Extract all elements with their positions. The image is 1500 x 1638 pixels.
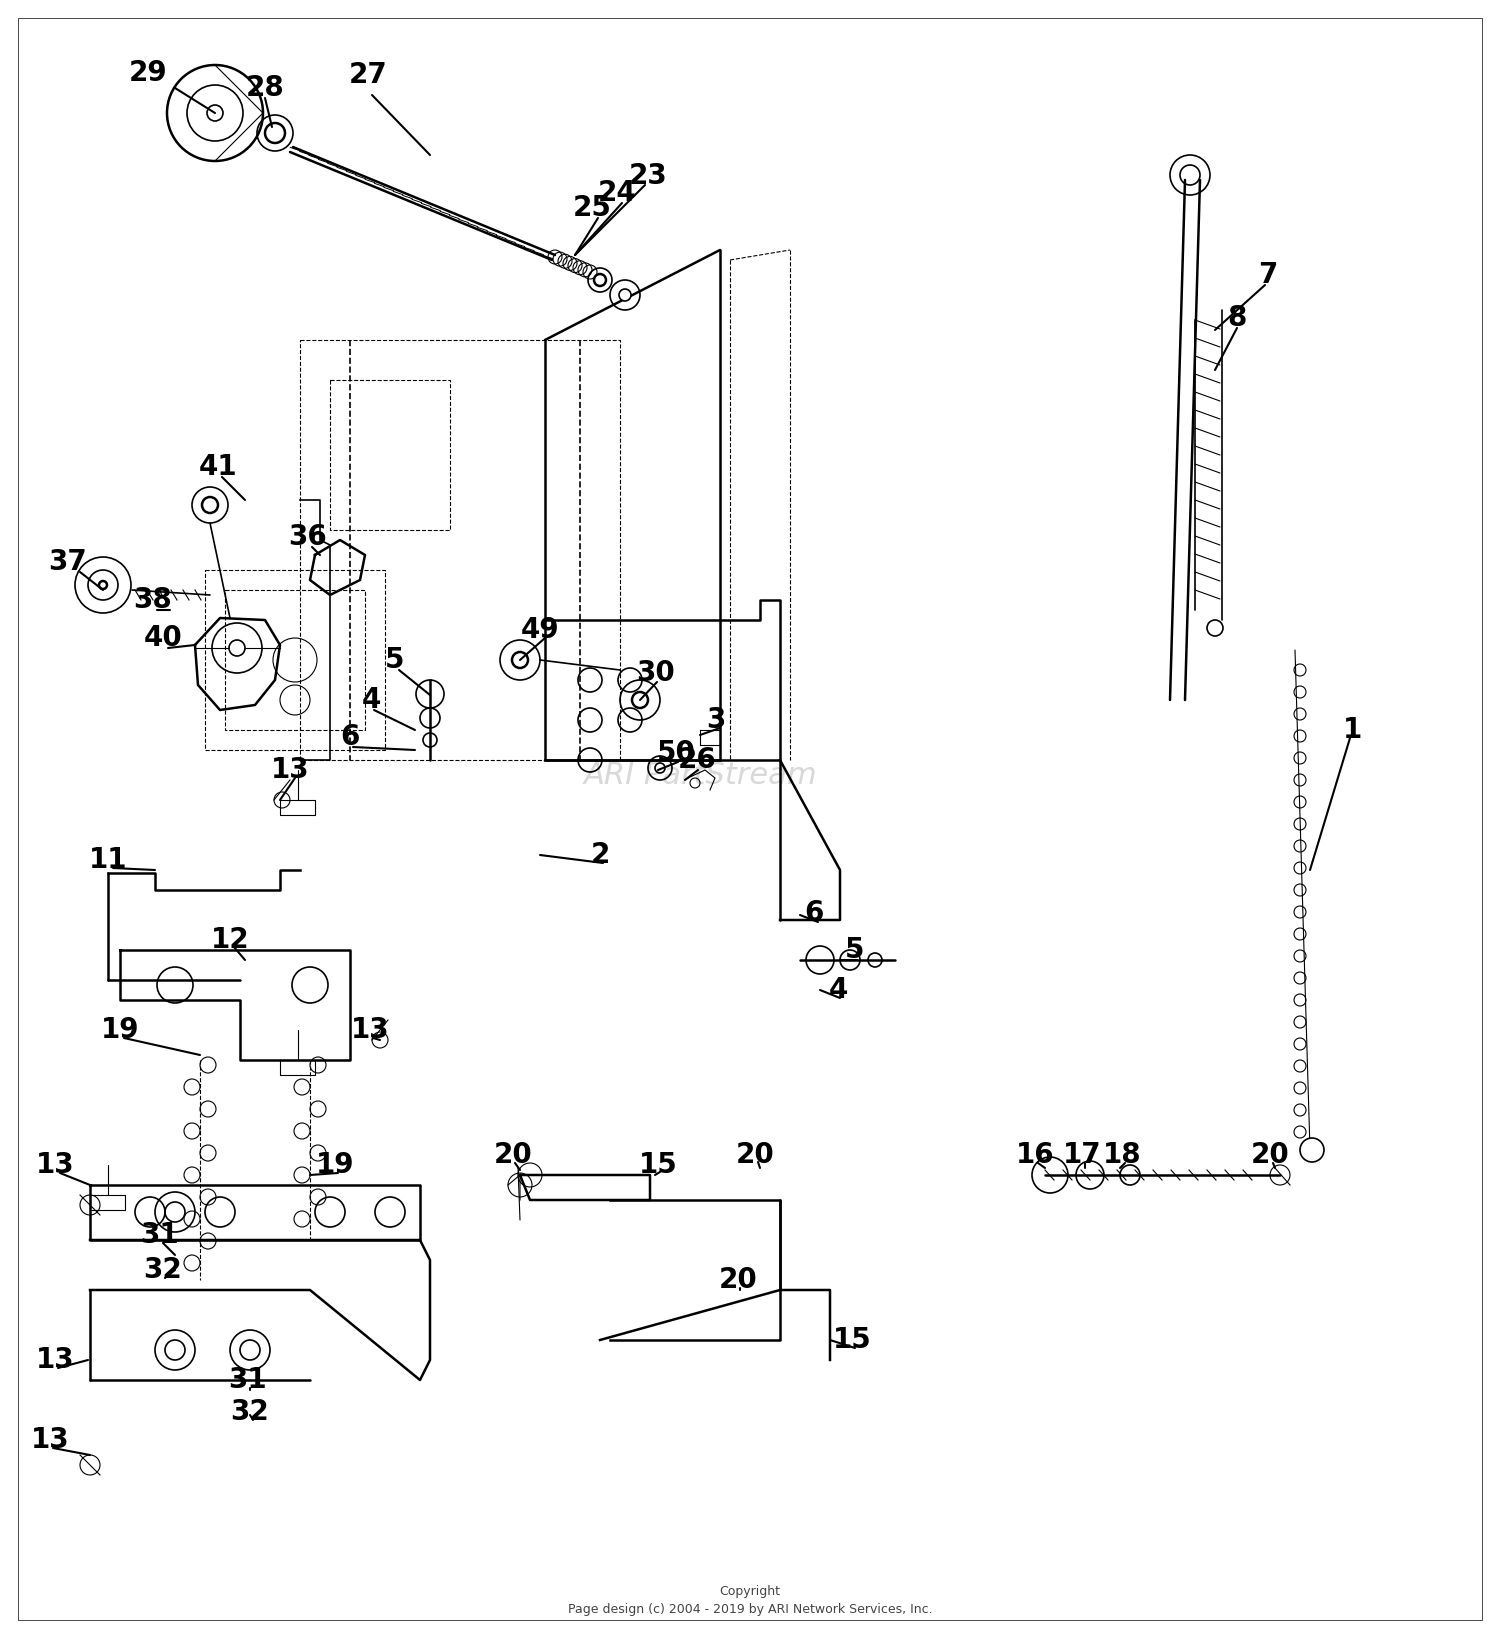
Circle shape — [512, 652, 528, 668]
Circle shape — [230, 640, 244, 655]
Text: 50: 50 — [657, 739, 696, 767]
Circle shape — [632, 691, 648, 708]
Text: 19: 19 — [315, 1152, 354, 1179]
Text: 1: 1 — [1342, 716, 1362, 744]
Circle shape — [656, 763, 664, 773]
Text: 18: 18 — [1102, 1142, 1142, 1170]
Text: 26: 26 — [678, 745, 717, 775]
Text: 32: 32 — [231, 1397, 270, 1427]
Text: 17: 17 — [1062, 1142, 1101, 1170]
Text: 5: 5 — [386, 645, 405, 673]
Text: 19: 19 — [100, 1016, 140, 1043]
Text: 4: 4 — [362, 686, 381, 714]
Text: 3: 3 — [706, 706, 726, 734]
Text: Copyright
Page design (c) 2004 - 2019 by ARI Network Services, Inc.: Copyright Page design (c) 2004 - 2019 by… — [567, 1584, 933, 1615]
Text: 13: 13 — [270, 757, 309, 785]
Text: 11: 11 — [88, 845, 128, 875]
Text: 29: 29 — [129, 59, 168, 87]
Text: 24: 24 — [597, 179, 636, 206]
Text: 31: 31 — [228, 1366, 267, 1394]
Bar — [206, 570, 386, 750]
Text: 38: 38 — [134, 586, 172, 614]
Text: 25: 25 — [573, 193, 612, 223]
Text: 36: 36 — [288, 523, 327, 550]
Circle shape — [620, 288, 632, 301]
Text: 13: 13 — [30, 1427, 69, 1455]
Text: 16: 16 — [1016, 1142, 1054, 1170]
Circle shape — [202, 496, 217, 513]
Text: 5: 5 — [846, 935, 864, 965]
Text: 7: 7 — [1258, 260, 1278, 288]
Text: 13: 13 — [351, 1016, 390, 1043]
Text: 30: 30 — [636, 658, 675, 686]
Text: 23: 23 — [628, 162, 668, 190]
Text: 8: 8 — [1227, 305, 1246, 333]
Text: 20: 20 — [1251, 1142, 1290, 1170]
Bar — [330, 380, 450, 531]
Text: 28: 28 — [246, 74, 285, 102]
Bar — [300, 341, 620, 760]
Text: 37: 37 — [48, 549, 87, 577]
Circle shape — [594, 274, 606, 287]
Circle shape — [1208, 621, 1222, 636]
Bar — [225, 590, 364, 731]
Text: 32: 32 — [144, 1256, 183, 1284]
Text: 15: 15 — [833, 1327, 872, 1355]
Text: 40: 40 — [144, 624, 183, 652]
Circle shape — [1300, 1138, 1324, 1161]
Text: 6: 6 — [804, 899, 824, 927]
Text: 20: 20 — [718, 1266, 758, 1294]
Text: 13: 13 — [36, 1346, 75, 1374]
Text: 41: 41 — [198, 454, 237, 482]
Text: 2: 2 — [591, 840, 609, 870]
Text: 31: 31 — [141, 1220, 180, 1250]
Text: 15: 15 — [639, 1152, 678, 1179]
Text: 27: 27 — [348, 61, 387, 88]
Text: 13: 13 — [36, 1152, 75, 1179]
Text: 49: 49 — [520, 616, 560, 644]
Text: 12: 12 — [210, 925, 249, 953]
Text: 4: 4 — [828, 976, 848, 1004]
Circle shape — [99, 581, 106, 590]
Text: 6: 6 — [340, 722, 360, 750]
Text: 20: 20 — [494, 1142, 532, 1170]
Text: 20: 20 — [735, 1142, 774, 1170]
Circle shape — [207, 105, 224, 121]
Text: ARI PartStream: ARI PartStream — [584, 760, 818, 790]
